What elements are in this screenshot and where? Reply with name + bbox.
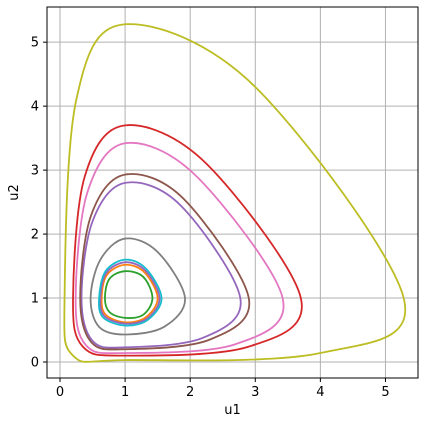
x-tick-label: 4 [316, 385, 324, 400]
grid [47, 7, 418, 378]
orbit-line-4 [97, 258, 163, 327]
orbits [63, 23, 407, 363]
plot-frame [46, 6, 419, 379]
y-tick-label: 2 [31, 228, 39, 243]
x-tick-label: 2 [186, 385, 194, 400]
x-tick-label: 0 [56, 385, 64, 400]
y-tick-label: 3 [31, 164, 39, 179]
axis-ticks: 0 1 2 3 4 5 0 1 2 3 4 5 [31, 36, 390, 400]
orbit-line-10 [63, 23, 407, 363]
y-tick-label: 5 [31, 36, 39, 51]
x-tick-label: 5 [381, 385, 389, 400]
x-axis-label: u1 [224, 403, 241, 418]
orbit-line-2 [100, 263, 159, 324]
orbit-line-3 [99, 261, 161, 325]
orbit-line-7 [79, 173, 251, 351]
x-tick-label: 3 [251, 385, 259, 400]
y-tick-label: 4 [31, 100, 39, 115]
x-tick-label: 1 [121, 385, 129, 400]
y-axis-label: u2 [7, 184, 22, 201]
orbit-line-1 [104, 270, 154, 319]
orbit-line-6 [80, 181, 242, 349]
y-tick-label: 1 [31, 292, 39, 307]
orbit-line-5 [89, 237, 186, 336]
orbit-line-8 [74, 141, 285, 355]
y-tick-label: 0 [31, 356, 39, 371]
orbit-line-9 [72, 124, 303, 357]
